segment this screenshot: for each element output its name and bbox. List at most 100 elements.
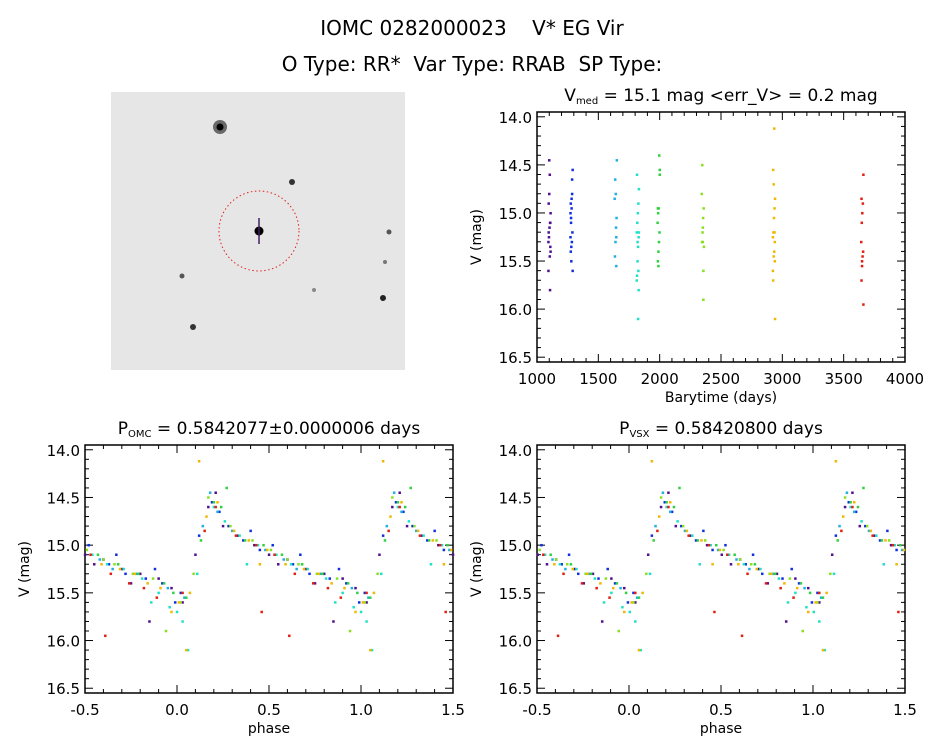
data-point [418, 534, 422, 537]
data-point [405, 524, 409, 528]
data-point [253, 543, 256, 547]
data-point [753, 563, 757, 566]
data-point [595, 586, 598, 590]
data-point [657, 250, 660, 253]
data-point [777, 577, 781, 580]
data-point [597, 577, 600, 580]
data-point [615, 236, 618, 239]
data-point [179, 601, 182, 604]
data-point [783, 582, 786, 585]
data-point [385, 524, 389, 528]
y-tick-label: 16.5 [499, 349, 532, 367]
x-tick-label: 0.5 [257, 701, 281, 719]
data-point [702, 245, 706, 249]
data-point [451, 553, 455, 556]
data-point [834, 534, 838, 537]
data-point [282, 558, 286, 561]
data-point [871, 534, 874, 537]
data-point [860, 221, 864, 225]
data-point [751, 553, 755, 556]
data-point [569, 236, 572, 239]
data-point [85, 548, 89, 552]
data-point [834, 460, 838, 463]
data-point [775, 572, 779, 576]
data-point [400, 510, 403, 514]
data-point [146, 582, 149, 585]
data-point [788, 577, 792, 580]
data-point [867, 529, 871, 533]
data-point [357, 601, 361, 604]
data-point [584, 572, 587, 576]
data-point [179, 591, 182, 595]
data-point [575, 567, 578, 571]
data-point [402, 510, 405, 514]
data-point [737, 563, 740, 566]
data-point [120, 567, 124, 571]
data-point [676, 520, 679, 523]
data-point [680, 524, 683, 528]
data-point [665, 505, 668, 509]
data-point [302, 567, 306, 571]
data-point [759, 567, 762, 571]
data-point [538, 548, 541, 552]
data-point [636, 317, 640, 321]
data-point [860, 197, 863, 201]
data-point [159, 586, 162, 590]
data-point [832, 572, 836, 576]
data-point [615, 582, 619, 585]
data-point [853, 510, 856, 514]
y-tick-label: 14.0 [499, 109, 532, 127]
y-tick-label: 16.0 [499, 301, 532, 319]
data-point [873, 534, 876, 537]
data-point [569, 216, 573, 220]
data-point [667, 491, 670, 494]
data-point [87, 543, 90, 547]
data-point [570, 240, 574, 244]
data-point [803, 586, 806, 590]
data-point [571, 231, 574, 234]
data-point [551, 558, 554, 561]
data-point [564, 567, 567, 571]
data-point [207, 505, 210, 509]
data-point [570, 260, 573, 263]
data-point [613, 255, 617, 258]
data-point [442, 563, 446, 566]
x-tick-label: -0.5 [522, 701, 551, 719]
data-point [356, 591, 359, 595]
data-point [715, 543, 718, 547]
data-point [843, 505, 847, 509]
data-point [166, 586, 170, 590]
data-point [548, 288, 552, 292]
data-point [854, 510, 858, 514]
data-point [623, 610, 626, 614]
x-tick-label: 1000 [518, 370, 556, 388]
data-point [330, 582, 333, 585]
timeseries-axes-frame [536, 111, 906, 363]
data-point [83, 553, 87, 556]
data-point [273, 553, 276, 556]
data-point [634, 591, 637, 595]
data-point [127, 582, 131, 585]
data-point [899, 543, 902, 547]
data-point [258, 563, 262, 566]
data-point [744, 563, 747, 566]
data-point [354, 586, 357, 590]
data-point [761, 572, 764, 576]
data-point [277, 563, 280, 566]
data-point [227, 524, 230, 528]
data-point [391, 496, 394, 499]
data-point [681, 524, 685, 528]
data-point [548, 221, 552, 225]
data-point [361, 601, 365, 604]
data-point [570, 245, 573, 249]
x-tick-label: 0.5 [709, 701, 733, 719]
data-point [659, 505, 663, 509]
data-point [394, 501, 398, 504]
data-point [381, 460, 385, 463]
data-point [549, 250, 552, 253]
y-tick-label: 16.5 [47, 680, 80, 698]
x-tick-label: 2000 [641, 370, 679, 388]
data-point [570, 207, 573, 210]
data-point [549, 211, 552, 215]
data-point [589, 572, 593, 576]
